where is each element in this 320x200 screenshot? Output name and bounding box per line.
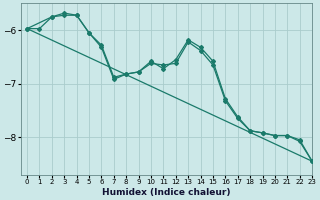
X-axis label: Humidex (Indice chaleur): Humidex (Indice chaleur) (102, 188, 231, 197)
